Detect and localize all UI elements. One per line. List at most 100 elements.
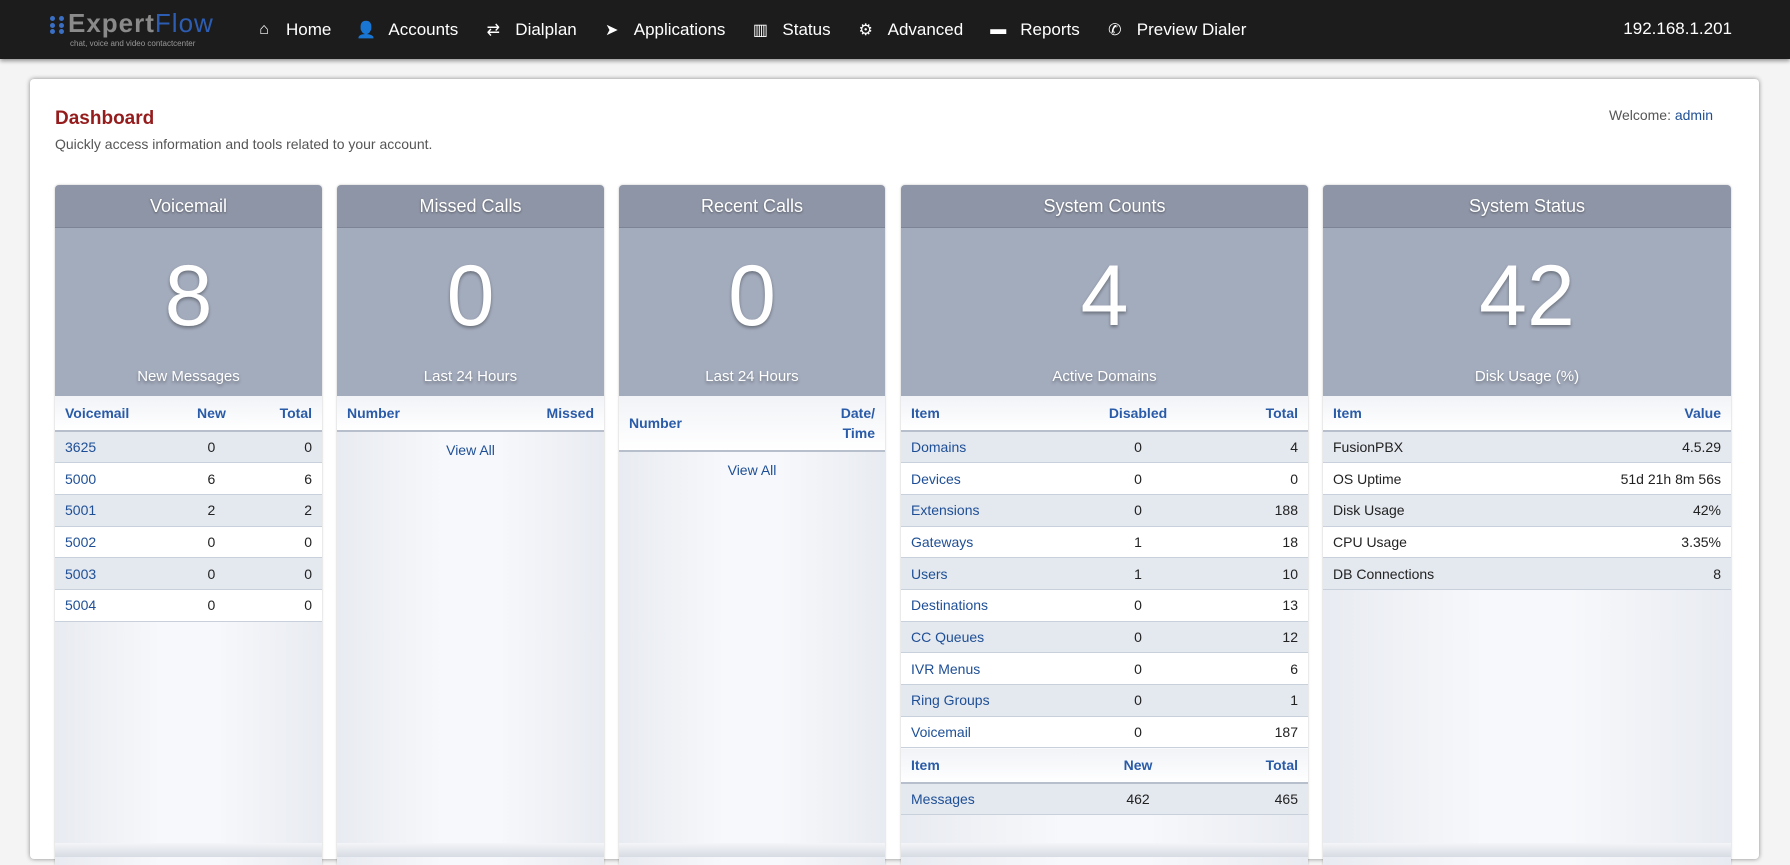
panel-footer (55, 843, 322, 857)
row-link[interactable]: 5001 (65, 502, 97, 519)
nav-dialplan[interactable]: ⇄ Dialplan (483, 20, 577, 40)
nav-preview-dialer[interactable]: ✆ Preview Dialer (1105, 20, 1246, 40)
panel-title[interactable]: Voicemail (55, 185, 322, 228)
bar-chart-icon: ▥ (752, 21, 768, 39)
table-cell: 187 (1198, 716, 1308, 749)
view-all-link[interactable]: View All (727, 462, 777, 478)
welcome-text: Welcome: admin (1608, 107, 1713, 123)
panel-title[interactable]: Recent Calls (619, 185, 885, 228)
table-cell: 0 (1078, 431, 1198, 464)
table-cell: 0 (1078, 621, 1198, 654)
row-link[interactable]: Devices (911, 470, 961, 487)
panel-summary[interactable]: 42 Disk Usage (%) (1323, 228, 1731, 396)
table-row: Disk Usage 42% (1323, 494, 1731, 527)
gear-icon: ⚙ (858, 21, 873, 39)
missed-calls-table: Number Missed (337, 396, 604, 432)
expertflow-logo[interactable]: ExpertFlow chat, voice and video contact… (50, 10, 220, 54)
nav-label: Status (782, 19, 831, 39)
table-row: 5004 0 0 (55, 589, 322, 622)
page-title: Dashboard (55, 108, 155, 129)
table-row: Users 1 10 (901, 557, 1308, 590)
recent-calls-panel: Recent Calls 0 Last 24 Hours Number Date/ T… (619, 185, 885, 865)
user-icon: 👤 (356, 21, 377, 39)
table-cell: DB Connections (1323, 557, 1528, 590)
table-cell: 0 (1078, 494, 1198, 527)
user-link[interactable]: admin (1674, 107, 1713, 123)
view-all-link[interactable]: View All (446, 442, 495, 458)
table-cell: 0 (176, 526, 247, 559)
column-header: Total (246, 396, 322, 432)
table-cell: 18 (1198, 526, 1308, 559)
row-link[interactable]: 5002 (65, 533, 97, 550)
panel-title[interactable]: Missed Calls (337, 185, 604, 228)
table-cell: 0 (1078, 716, 1198, 749)
nav-home[interactable]: ⌂ Home (254, 20, 331, 40)
nav-status[interactable]: ▥ Status (750, 19, 831, 40)
page-subtitle: Quickly access information and tools rel… (55, 136, 433, 152)
table-cell: 1 (1078, 557, 1198, 590)
summary-count: 42 (1479, 248, 1575, 344)
summary-count: 0 (446, 248, 495, 344)
nav-reports[interactable]: ▬ Reports (988, 20, 1080, 40)
main-menu: ⌂ Home 👤 Accounts ⇄ Dialplan ➤ Applications ▥ Sta… (254, 0, 1271, 59)
table-row: DB Connections 8 (1323, 557, 1731, 590)
panel-title[interactable]: System Counts (901, 185, 1308, 228)
nav-label: Home (286, 19, 332, 39)
table-row: Gateways 1 18 (901, 526, 1308, 559)
panel-summary[interactable]: 8 New Messages (55, 228, 322, 396)
panel-title[interactable]: System Status (1323, 185, 1731, 228)
summary-label: Last 24 Hours (423, 368, 518, 385)
top-navbar: ExpertFlow chat, voice and video contact… (0, 0, 1790, 59)
table-cell: 188 (1198, 494, 1308, 527)
table-row: Domains 0 4 (901, 431, 1308, 464)
summary-label: New Messages (137, 368, 240, 385)
summary-label: Last 24 Hours (705, 368, 799, 385)
summary-label: Disk Usage (%) (1474, 368, 1580, 385)
table-cell: 12 (1198, 621, 1308, 654)
column-header: New (1078, 747, 1198, 784)
summary-count: 4 (1080, 248, 1129, 344)
row-link[interactable]: Users (911, 565, 948, 582)
row-link[interactable]: 5004 (65, 597, 97, 614)
table-cell: FusionPBX (1323, 431, 1528, 464)
row-link[interactable]: Extensions (911, 502, 980, 519)
missed-calls-panel: Missed Calls 0 Last 24 Hours Number Missed V… (337, 185, 604, 865)
panel-footer (619, 843, 885, 857)
table-row: 5002 0 0 (55, 526, 322, 559)
table-cell: 13 (1198, 589, 1308, 622)
table-cell: 0 (1198, 462, 1308, 495)
row-link[interactable]: Ring Groups (911, 692, 990, 709)
table-row: Devices 0 0 (901, 462, 1308, 495)
table-cell: 10 (1198, 557, 1308, 590)
row-link[interactable]: Messages (911, 790, 975, 807)
nav-label: Applications (633, 19, 726, 39)
row-link[interactable]: 5000 (65, 470, 97, 487)
column-header: Total (1198, 747, 1308, 784)
panel-summary[interactable]: 4 Active Domains (901, 228, 1308, 396)
row-link[interactable]: Destinations (911, 597, 989, 614)
table-cell: 8 (1527, 557, 1731, 590)
nav-applications[interactable]: ➤ Applications (602, 19, 726, 40)
panel-footer (337, 843, 604, 857)
row-link[interactable]: CC Queues (911, 628, 985, 645)
paper-plane-icon: ➤ (605, 21, 619, 39)
nav-accounts[interactable]: 👤 Accounts (356, 20, 458, 40)
row-link[interactable]: 3625 (65, 439, 97, 456)
report-icon: ▬ (990, 20, 1007, 38)
panel-summary[interactable]: 0 Last 24 Hours (337, 228, 604, 396)
panel-summary[interactable]: 0 Last 24 Hours (619, 228, 885, 396)
column-header: Date/ Time (825, 396, 885, 452)
column-header: Item (901, 747, 1078, 784)
nav-label: Advanced (887, 19, 964, 39)
table-row: 5003 0 0 (55, 557, 322, 590)
table-cell: 0 (246, 589, 322, 622)
row-link[interactable]: IVR Menus (911, 660, 981, 677)
row-link[interactable]: Voicemail (911, 724, 971, 741)
column-header: Item (901, 396, 1078, 432)
nav-advanced[interactable]: ⚙ Advanced (856, 19, 964, 40)
column-header: Missed (475, 396, 604, 432)
row-link[interactable]: Gateways (911, 533, 974, 550)
row-link[interactable]: Domains (911, 439, 967, 456)
table-cell: 0 (246, 526, 322, 559)
row-link[interactable]: 5003 (65, 565, 97, 582)
